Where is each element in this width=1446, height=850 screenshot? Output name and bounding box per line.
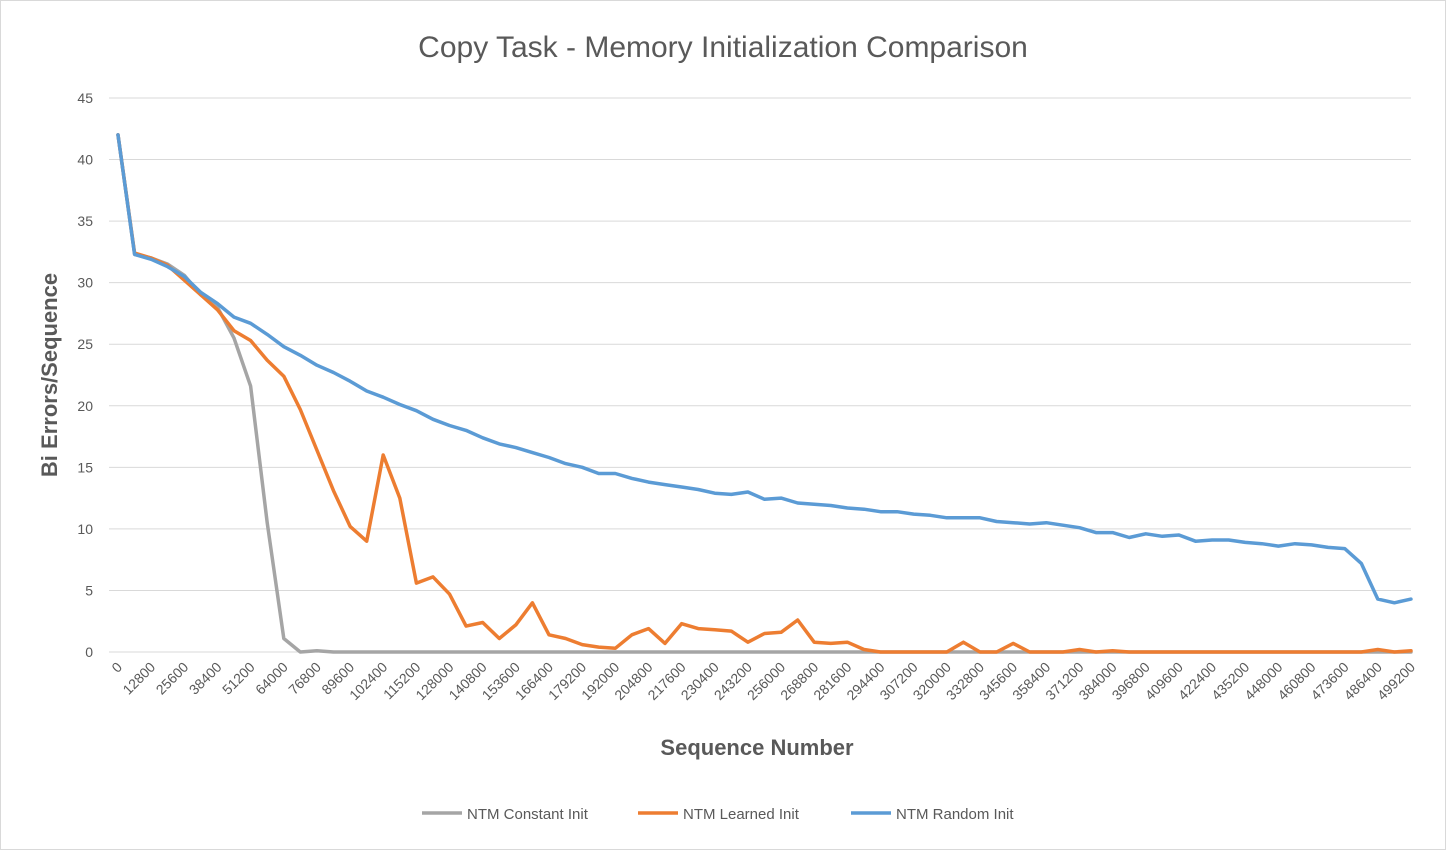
legend-item: NTM Random Init: [851, 806, 1014, 823]
y-tick-label: 20: [77, 398, 93, 414]
y-tick-label: 25: [77, 336, 93, 352]
x-tick-label: 0: [108, 659, 125, 676]
y-tick-label: 15: [77, 459, 93, 475]
x-tick-label: 51200: [219, 659, 258, 698]
chart-title: Copy Task - Memory Initialization Compar…: [418, 31, 1028, 64]
series-line-ntm-constant-init: [116, 133, 1413, 654]
y-tick-label: 30: [77, 275, 93, 291]
legend-item: NTM Constant Init: [422, 806, 589, 823]
gridlines: [109, 97, 1411, 653]
y-tick-label: 35: [77, 213, 93, 229]
x-tick-label: 102400: [346, 659, 390, 703]
y-axis-ticks: 0 5 10 15 20 25 30 35 40 45: [77, 90, 93, 660]
x-axis-title: Sequence Number: [660, 735, 854, 760]
x-tick-label: 64000: [252, 659, 291, 698]
legend-label: NTM Constant Init: [467, 806, 589, 823]
x-tick-label: 38400: [186, 659, 225, 698]
y-tick-label: 40: [77, 152, 93, 168]
y-tick-label: 45: [77, 90, 93, 106]
y-tick-label: 10: [77, 521, 93, 537]
x-axis-ticks: 0128002560038400512006400076800896001024…: [108, 659, 1418, 703]
series-line-ntm-random-init: [116, 133, 1413, 605]
legend-item: NTM Learned Init: [638, 806, 800, 823]
legend-label: NTM Random Init: [896, 806, 1014, 823]
legend: NTM Constant Init NTM Learned Init NTM Ran…: [422, 806, 1014, 823]
series-lines: [116, 133, 1413, 654]
y-tick-label: 0: [85, 644, 93, 660]
y-axis-title: Bi Errors/Sequence: [37, 273, 62, 477]
x-tick-label: 12800: [119, 659, 158, 698]
y-tick-label: 5: [85, 582, 93, 598]
x-tick-label: 499200: [1374, 659, 1418, 703]
x-tick-label: 25600: [153, 659, 192, 698]
x-tick-label: 76800: [285, 659, 324, 698]
legend-label: NTM Learned Init: [683, 806, 800, 823]
series-line-ntm-learned-init: [116, 133, 1413, 654]
